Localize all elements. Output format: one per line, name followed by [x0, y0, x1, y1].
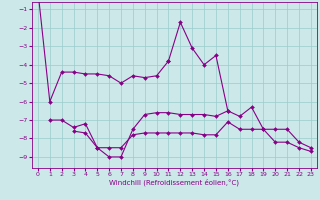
X-axis label: Windchill (Refroidissement éolien,°C): Windchill (Refroidissement éolien,°C)	[109, 179, 239, 186]
